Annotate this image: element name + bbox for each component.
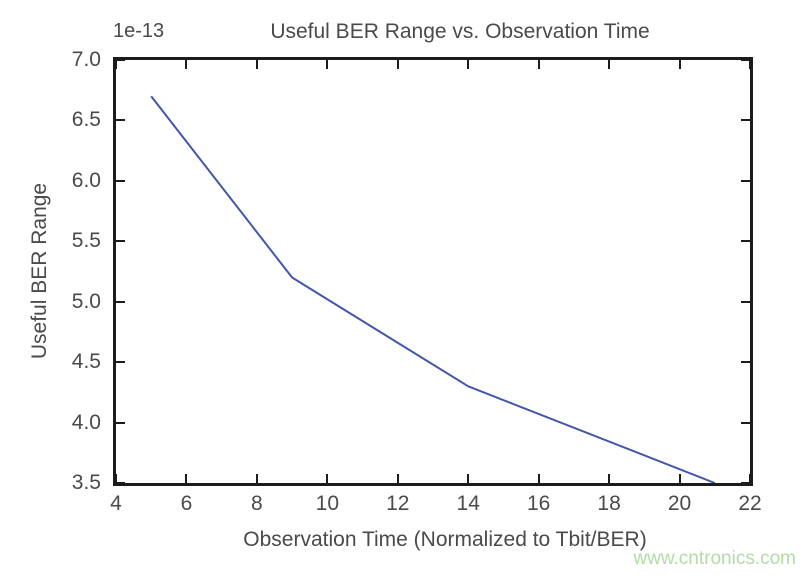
x-tick-mark-top [396,60,399,69]
y-tick-label: 3.5 [71,471,101,494]
y-tick-mark-right [741,361,750,364]
y-tick-label: 4.0 [71,410,101,434]
x-tick-label: 14 [456,492,480,515]
y-tick-mark [116,482,125,484]
chart-title: Useful BER Range vs. Observation Time [270,20,650,43]
x-tick-mark-top [467,60,470,69]
series-line [150,95,716,483]
x-tick-label: 6 [180,492,193,515]
x-tick-mark [678,474,681,483]
x-tick-mark-top [185,60,188,69]
y-tick-label: 5.0 [71,289,101,313]
x-tick-label: 22 [738,492,762,515]
y-tick-label: 5.5 [71,229,101,253]
y-tick-mark-right [741,482,750,484]
y-tick-mark [116,421,125,424]
y-tick-mark [116,361,125,364]
x-tick-mark [185,474,188,483]
x-tick-mark-top [537,60,540,69]
y-tick-mark-right [741,179,750,182]
x-tick-mark [255,474,258,483]
x-tick-label: 16 [526,492,551,515]
y-tick-label: 6.5 [71,108,101,132]
x-tick-mark [396,474,399,483]
x-axis-label: Observation Time (Normalized to Tbit/BER… [243,528,647,551]
x-tick-mark-top [678,60,681,69]
x-tick-mark-top [608,60,611,69]
y-tick-mark [116,300,125,303]
y-tick-mark-right [741,59,750,61]
x-tick-label: 12 [386,492,410,515]
x-tick-mark-top [749,60,751,69]
y-tick-mark-right [741,119,750,122]
watermark: www.cntronics.com [633,548,796,569]
y-axis-offset-label: 1e-13 [113,20,165,42]
x-tick-mark [115,474,117,483]
y-tick-mark [116,59,125,61]
x-tick-label: 10 [315,492,339,515]
x-tick-label: 8 [251,492,263,515]
y-tick-mark [116,119,125,122]
y-tick-label: 7.0 [71,48,101,71]
y-tick-label: 6.0 [71,168,101,192]
x-tick-mark-top [326,60,329,69]
x-tick-mark [608,474,611,483]
y-tick-mark [116,179,125,182]
y-tick-mark [116,240,125,243]
plot-area [113,57,753,486]
x-tick-mark [326,474,329,483]
x-tick-label: 18 [597,492,621,515]
y-tick-mark-right [741,300,750,303]
y-tick-label: 4.5 [71,350,101,374]
x-tick-mark [749,474,751,483]
x-tick-mark [467,474,470,483]
line-chart-canvas [150,95,716,483]
x-tick-label: 4 [110,492,122,515]
x-tick-mark-top [115,60,117,69]
y-tick-mark-right [741,240,750,243]
x-tick-mark-top [255,60,258,69]
x-tick-mark [537,474,540,483]
y-tick-mark-right [741,421,750,424]
x-tick-label: 20 [667,492,692,515]
